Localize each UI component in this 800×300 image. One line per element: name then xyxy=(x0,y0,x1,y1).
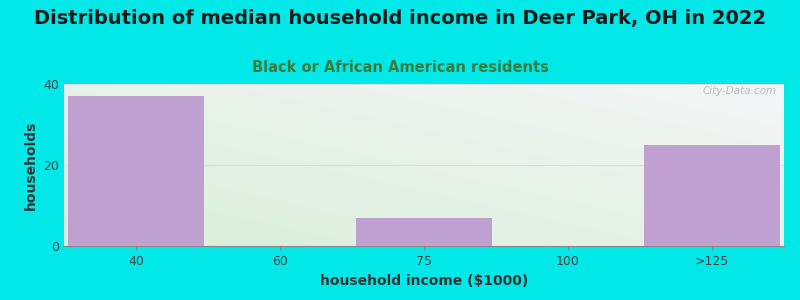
Text: Black or African American residents: Black or African American residents xyxy=(251,60,549,75)
Text: Distribution of median household income in Deer Park, OH in 2022: Distribution of median household income … xyxy=(34,9,766,28)
Bar xyxy=(356,218,493,246)
Y-axis label: households: households xyxy=(24,120,38,210)
Bar xyxy=(643,145,780,246)
X-axis label: household income ($1000): household income ($1000) xyxy=(320,274,528,288)
Bar xyxy=(67,96,204,246)
Text: City-Data.com: City-Data.com xyxy=(702,85,777,96)
